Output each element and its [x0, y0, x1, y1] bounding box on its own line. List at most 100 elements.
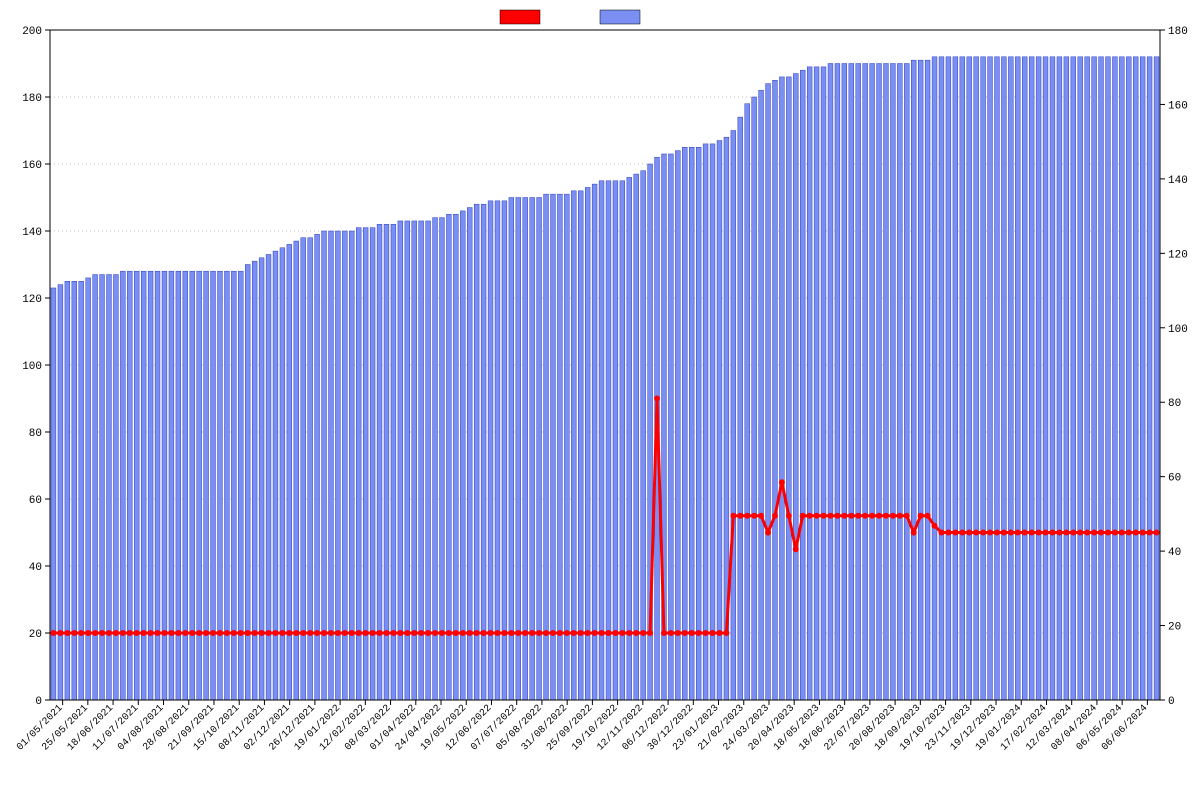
line-marker — [404, 630, 410, 636]
line-marker — [272, 630, 278, 636]
line-marker — [286, 630, 292, 636]
line-marker — [217, 630, 223, 636]
bar — [1085, 57, 1090, 700]
bar — [1015, 57, 1020, 700]
bar — [356, 228, 361, 700]
line-marker — [245, 630, 251, 636]
line-marker — [106, 630, 112, 636]
line-marker — [682, 630, 688, 636]
bar — [745, 104, 750, 700]
line-marker — [737, 513, 743, 519]
bar — [988, 57, 993, 700]
line-marker — [92, 630, 98, 636]
line-marker — [85, 630, 91, 636]
line-marker — [488, 630, 494, 636]
line-marker — [834, 513, 840, 519]
line-marker — [300, 630, 306, 636]
line-marker — [1043, 530, 1049, 536]
line-marker — [155, 630, 161, 636]
bar — [1119, 57, 1124, 700]
y-right-tick-label: 180 — [1168, 26, 1188, 38]
bar — [1043, 57, 1048, 700]
bar — [710, 144, 715, 700]
legend-swatch — [600, 10, 640, 24]
y-left-tick-label: 0 — [35, 696, 42, 708]
line-marker — [876, 513, 882, 519]
bar — [585, 187, 590, 700]
line-marker — [252, 630, 258, 636]
bar — [1071, 57, 1076, 700]
line-marker — [1015, 530, 1021, 536]
line-marker — [321, 630, 327, 636]
line-marker — [626, 630, 632, 636]
bar — [509, 198, 514, 701]
bar — [564, 194, 569, 700]
bar — [481, 204, 486, 700]
line-marker — [675, 630, 681, 636]
bar — [779, 77, 784, 700]
line-marker — [508, 630, 514, 636]
bar — [689, 147, 694, 700]
bar — [842, 64, 847, 701]
line-marker — [411, 630, 417, 636]
line-marker — [231, 630, 237, 636]
line-marker — [1049, 530, 1055, 536]
bar — [523, 198, 528, 701]
line-marker — [467, 630, 473, 636]
line-marker — [661, 630, 667, 636]
line-marker — [716, 630, 722, 636]
line-marker — [1070, 530, 1076, 536]
line-marker — [335, 630, 341, 636]
bar — [613, 181, 618, 700]
bar — [1147, 57, 1152, 700]
bar — [1036, 57, 1041, 700]
line-marker — [1056, 530, 1062, 536]
line-marker — [1112, 530, 1118, 536]
line-marker — [1029, 530, 1035, 536]
line-marker — [425, 630, 431, 636]
line-marker — [959, 530, 965, 536]
line-marker — [987, 530, 993, 536]
bar — [981, 57, 986, 700]
line-marker — [710, 630, 716, 636]
line-marker — [182, 630, 188, 636]
bar — [446, 214, 451, 700]
bar — [793, 74, 798, 700]
bar — [426, 221, 431, 700]
bar — [786, 77, 791, 700]
line-marker — [1008, 530, 1014, 536]
line-marker — [342, 630, 348, 636]
line-marker — [1105, 530, 1111, 536]
chart-svg: 0204060801001201401601802000204060801001… — [0, 0, 1200, 800]
line-marker — [148, 630, 154, 636]
bar — [627, 177, 632, 700]
bar — [349, 231, 354, 700]
line-marker — [127, 630, 133, 636]
bar — [766, 84, 771, 700]
bar — [100, 275, 105, 700]
bar — [495, 201, 500, 700]
line-marker — [599, 630, 605, 636]
bar — [821, 67, 826, 700]
bar — [1126, 57, 1131, 700]
bar — [107, 275, 112, 700]
line-marker — [765, 530, 771, 536]
bar — [79, 281, 84, 700]
y-right-tick-label: 120 — [1168, 249, 1188, 261]
line-marker — [855, 513, 861, 519]
line-marker — [1001, 530, 1007, 536]
bar — [1140, 57, 1145, 700]
line-marker — [994, 530, 1000, 536]
line-marker — [703, 630, 709, 636]
line-marker — [1147, 530, 1153, 536]
bar — [329, 231, 334, 700]
bar — [835, 64, 840, 701]
line-marker — [113, 630, 119, 636]
line-marker — [168, 630, 174, 636]
line-marker — [966, 530, 972, 536]
bar — [412, 221, 417, 700]
bar — [620, 181, 625, 700]
line-marker — [474, 630, 480, 636]
bar — [405, 221, 410, 700]
bar — [51, 288, 56, 700]
